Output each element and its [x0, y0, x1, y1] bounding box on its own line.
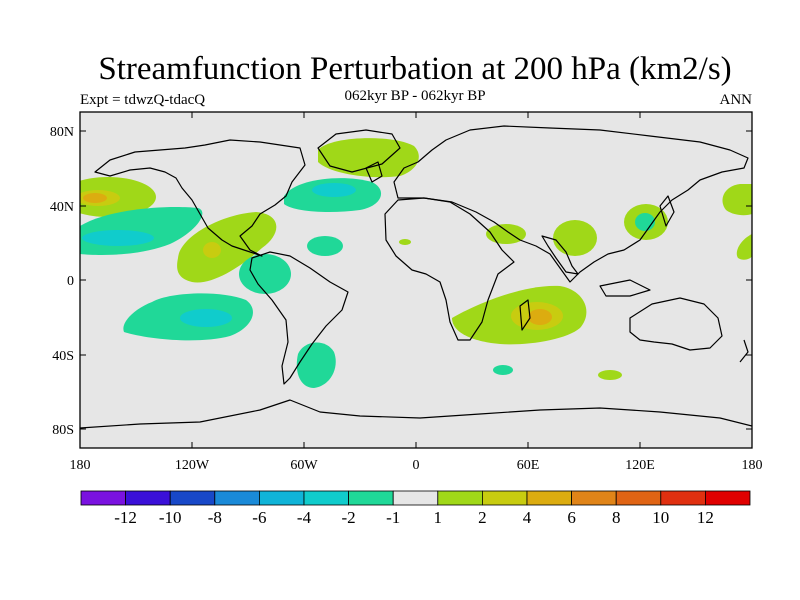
australia-outline	[629, 297, 723, 351]
season-label: ANN	[719, 92, 753, 108]
colorbar-box	[303, 490, 349, 506]
coastlines	[80, 125, 752, 429]
contour-patch	[736, 234, 752, 260]
lat-label: 0	[67, 274, 74, 289]
colorbar-box	[392, 490, 439, 506]
greenland-outline	[317, 129, 401, 173]
colorbar-label: -10	[158, 508, 182, 527]
colorbar-label: -6	[252, 508, 267, 527]
eurasia-outline	[393, 125, 749, 283]
colorbar-label: 1	[433, 508, 443, 527]
lon-label: 120W	[175, 458, 210, 473]
colorbar-box	[615, 490, 662, 506]
contour-patch	[318, 138, 419, 178]
colorbar-label: 12	[696, 508, 714, 527]
north-america-outline	[94, 139, 306, 257]
colorbar-label: 6	[567, 508, 576, 527]
contour-patch	[83, 193, 107, 203]
contour-patch	[493, 365, 513, 375]
colorbar-box	[705, 490, 751, 506]
contour-patch	[180, 309, 232, 327]
contour-patch	[177, 212, 277, 283]
colorbar-box	[437, 490, 483, 506]
colorbar-box	[348, 490, 394, 506]
lat-label: 80N	[50, 125, 74, 140]
colorbar-label: 4	[522, 508, 532, 527]
lat-label: 40S	[52, 349, 74, 364]
colorbar-label: -1	[386, 508, 401, 527]
lat-tick-marks	[80, 130, 752, 430]
contour-patch	[598, 370, 622, 380]
colorbar-label: -2	[341, 508, 356, 527]
colorbar-box	[258, 490, 305, 506]
contour-patch	[82, 230, 154, 246]
lon-tick-marks	[191, 112, 641, 448]
contour-patch	[722, 184, 752, 216]
colorbar-box	[526, 490, 572, 506]
contour-patch	[239, 254, 291, 294]
contour-patch	[553, 220, 597, 256]
contour-patch	[528, 309, 552, 325]
colorbar-box	[125, 490, 171, 506]
indonesia-outline	[599, 279, 651, 297]
experiment-label: Expt = tdwzQ-tdacQ	[80, 92, 206, 108]
colorbar-label: 8	[611, 508, 621, 527]
new-zealand-outline	[739, 339, 749, 363]
lon-label: 60E	[517, 458, 540, 473]
period-label: 062kyr BP - 062kyr BP	[344, 88, 486, 104]
colorbar-label: -4	[296, 508, 312, 527]
uk-outline	[365, 161, 383, 183]
colorbar-box	[481, 490, 528, 506]
lon-label: 0	[413, 458, 420, 473]
colorbar-box	[214, 490, 260, 506]
contour-patch	[486, 224, 526, 244]
india-outline	[541, 235, 579, 275]
contour-patch	[203, 242, 221, 258]
contour-fills	[80, 138, 752, 388]
madagascar-outline	[519, 299, 531, 331]
plot-title: Streamfunction Perturbation at 200 hPa (…	[98, 51, 732, 87]
lon-label: 180	[742, 458, 763, 473]
contour-patch	[296, 342, 336, 388]
south-america-outline	[249, 251, 349, 385]
lat-label: 80S	[52, 423, 74, 438]
colorbar-box	[571, 490, 617, 506]
africa-outline	[384, 197, 515, 341]
colorbar-label: -8	[207, 508, 222, 527]
colorbar-box	[660, 490, 706, 506]
colorbar-label: -12	[114, 508, 137, 527]
japan-outline	[659, 195, 675, 227]
lon-label: 120E	[625, 458, 655, 473]
contour-patch	[307, 236, 343, 256]
lat-label: 40N	[50, 200, 74, 215]
lon-label: 180	[70, 458, 91, 473]
colorbar-label: 2	[478, 508, 487, 527]
colorbar-box	[80, 490, 126, 506]
lon-label: 60W	[290, 458, 318, 473]
contour-patch	[399, 239, 411, 245]
colorbar-label: 10	[652, 508, 670, 527]
contour-patch	[312, 183, 356, 197]
colorbar	[80, 490, 751, 506]
contour-patch	[635, 213, 655, 231]
antarctica-outline	[80, 399, 752, 429]
colorbar-box	[169, 490, 216, 506]
